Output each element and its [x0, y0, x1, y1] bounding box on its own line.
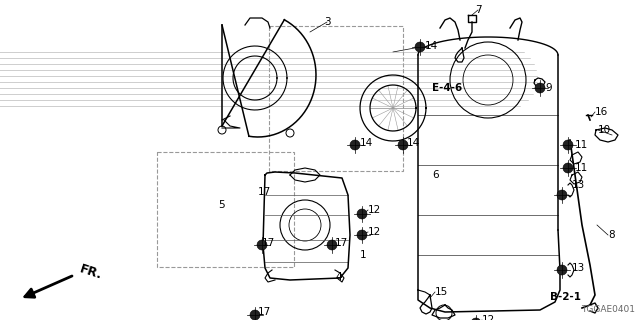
Circle shape: [557, 190, 567, 200]
Text: 14: 14: [360, 138, 373, 148]
Circle shape: [257, 240, 267, 250]
Text: 12: 12: [368, 227, 381, 237]
Circle shape: [357, 209, 367, 219]
Text: 5: 5: [218, 200, 225, 210]
Text: 13: 13: [572, 263, 585, 273]
Text: 16: 16: [595, 107, 608, 117]
Circle shape: [250, 310, 260, 320]
Text: E-4-6: E-4-6: [432, 83, 462, 93]
Text: 7: 7: [475, 5, 481, 15]
Circle shape: [535, 83, 545, 93]
Circle shape: [357, 230, 367, 240]
Text: 17: 17: [258, 187, 271, 197]
Text: 1: 1: [360, 250, 367, 260]
Circle shape: [563, 163, 573, 173]
Text: 6: 6: [432, 170, 438, 180]
Circle shape: [327, 240, 337, 250]
Circle shape: [471, 318, 481, 320]
Text: 15: 15: [435, 287, 448, 297]
Text: 9: 9: [545, 83, 552, 93]
Text: 12: 12: [368, 205, 381, 215]
Text: 12: 12: [482, 315, 495, 320]
Bar: [269, 26, 403, 171]
Circle shape: [557, 265, 567, 275]
Text: FR.: FR.: [78, 262, 104, 282]
Bar: [157, 152, 294, 267]
Text: 4: 4: [335, 272, 342, 282]
Text: 14: 14: [407, 138, 420, 148]
Circle shape: [563, 140, 573, 150]
Text: 17: 17: [335, 238, 348, 248]
Text: TGGAE0401: TGGAE0401: [581, 305, 635, 314]
Circle shape: [350, 140, 360, 150]
Circle shape: [415, 42, 425, 52]
Text: 13: 13: [572, 180, 585, 190]
Text: 11: 11: [575, 140, 588, 150]
Text: 17: 17: [262, 238, 275, 248]
Text: 8: 8: [608, 230, 614, 240]
Text: 14: 14: [425, 41, 438, 51]
Text: 3: 3: [324, 17, 330, 27]
Text: B-2-1: B-2-1: [550, 292, 581, 302]
Text: 10: 10: [598, 125, 611, 135]
Text: 17: 17: [258, 307, 271, 317]
Circle shape: [398, 140, 408, 150]
Text: 11: 11: [575, 163, 588, 173]
